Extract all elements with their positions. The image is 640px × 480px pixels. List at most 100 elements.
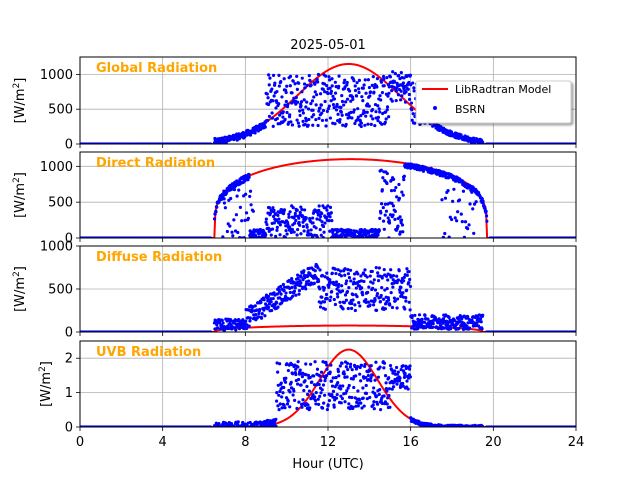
bsrn-point [342, 81, 346, 85]
legend-bsrn-label: BSRN [455, 103, 485, 116]
bsrn-point [223, 135, 227, 139]
bsrn-point [373, 123, 377, 128]
bsrn-point [334, 271, 338, 276]
bsrn-point [267, 114, 272, 118]
y-axis-label-superscript: 2 [12, 83, 22, 89]
bsrn-point [444, 319, 449, 323]
bsrn-point [385, 402, 389, 406]
y-axis-label-superscript: 2 [38, 366, 48, 372]
bsrn-point [315, 217, 319, 221]
bsrn-point [480, 327, 484, 331]
bsrn-point [299, 232, 303, 236]
bsrn-point [387, 91, 391, 95]
bsrn-point [405, 273, 409, 277]
bsrn-point [333, 80, 337, 84]
model-line [80, 324, 576, 332]
bsrn-point [287, 215, 291, 219]
bsrn-point [296, 276, 300, 280]
bsrn-point [266, 118, 270, 123]
bsrn-point [279, 80, 283, 84]
bsrn-point [314, 208, 318, 213]
bsrn-point [366, 373, 370, 378]
bsrn-point [264, 220, 268, 224]
bsrn-point [277, 102, 281, 106]
bsrn-point [365, 275, 369, 279]
bsrn-point [344, 100, 348, 104]
bsrn-point [318, 374, 322, 378]
bsrn-point [405, 267, 409, 271]
bsrn-point [302, 229, 306, 233]
bsrn-point [355, 81, 359, 85]
bsrn-point [295, 208, 299, 212]
bsrn-point [322, 300, 327, 304]
bsrn-point [278, 223, 282, 227]
bsrn-point [296, 121, 300, 125]
bsrn-point [362, 279, 366, 284]
bsrn-point [407, 281, 411, 285]
bsrn-point [404, 90, 408, 94]
bsrn-point [319, 370, 324, 374]
bsrn-point [368, 395, 372, 400]
bsrn-point [372, 386, 376, 390]
bsrn-point [336, 295, 340, 299]
bsrn-point [388, 405, 392, 409]
bsrn-point [244, 192, 248, 196]
bsrn-point [324, 118, 329, 122]
bsrn-point [391, 385, 396, 389]
bsrn-point [343, 273, 347, 277]
bsrn-point [268, 76, 272, 80]
bsrn-point [307, 74, 311, 78]
bsrn-point [472, 202, 477, 206]
bsrn-point [407, 367, 412, 371]
bsrn-point [353, 272, 357, 276]
bsrn-point [404, 295, 408, 300]
bsrn-point [323, 221, 327, 225]
bsrn-point [331, 376, 335, 380]
bsrn-point [312, 281, 316, 285]
bsrn-point [366, 78, 371, 82]
bsrn-point [442, 326, 447, 330]
bsrn-point [391, 285, 395, 289]
bsrn-point [305, 100, 309, 104]
bsrn-point [340, 94, 344, 98]
bsrn-point [279, 284, 283, 289]
bsrn-point [320, 118, 325, 123]
bsrn-point [293, 398, 297, 402]
bsrn-point [408, 375, 412, 379]
bsrn-point [380, 285, 384, 290]
bsrn-point [344, 298, 348, 302]
bsrn-point [275, 89, 279, 94]
bsrn-point [297, 124, 301, 128]
y-tick-label: 1000 [40, 68, 73, 83]
bsrn-point [388, 363, 393, 368]
bsrn-point [344, 391, 348, 395]
bsrn-point [295, 87, 299, 92]
bsrn-point [379, 168, 383, 172]
bsrn-point [362, 83, 366, 87]
bsrn-point [265, 92, 269, 96]
bsrn-point [314, 103, 318, 107]
bsrn-point [474, 200, 478, 204]
bsrn-point [364, 376, 368, 380]
bsrn-point [441, 317, 446, 321]
bsrn-point [305, 225, 309, 229]
bsrn-point [300, 76, 304, 80]
bsrn-point [291, 372, 295, 376]
bsrn-point [402, 174, 406, 178]
bsrn-point [423, 313, 427, 318]
bsrn-point [388, 75, 392, 79]
bsrn-point [284, 90, 288, 95]
bsrn-point [340, 396, 344, 401]
bsrn-point [318, 106, 322, 110]
bsrn-point [275, 391, 279, 395]
bsrn-point [271, 206, 275, 210]
bsrn-point [413, 313, 417, 317]
bsrn-point [296, 273, 300, 277]
bsrn-point [399, 89, 403, 93]
bsrn-point [244, 211, 249, 215]
bsrn-point [351, 97, 355, 101]
bsrn-point [335, 292, 340, 296]
bsrn-point [254, 312, 258, 317]
bsrn-point [410, 108, 414, 112]
bsrn-point [401, 384, 405, 388]
